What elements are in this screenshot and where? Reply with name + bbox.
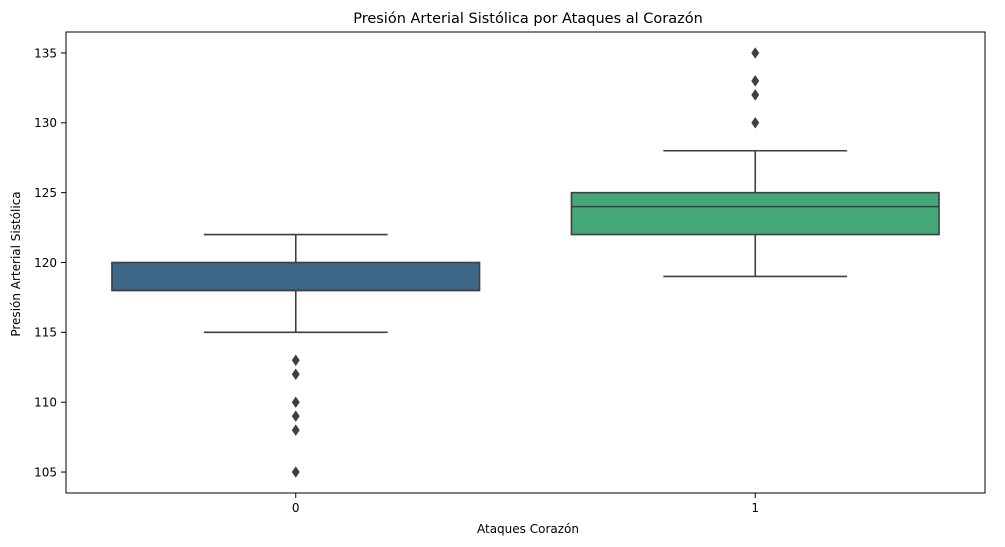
x-tick-label: 1 — [751, 501, 759, 515]
box — [111, 261, 481, 292]
outlier-point — [751, 75, 760, 87]
y-tick-label: 105 — [34, 465, 57, 479]
outlier-point — [751, 89, 760, 101]
outlier-point — [751, 47, 760, 59]
y-axis-label: Presión Arterial Sistólica — [9, 191, 23, 336]
y-tick-label: 115 — [34, 326, 57, 340]
plot-frame — [65, 31, 986, 494]
axis-ticks: 105 110 115 120 125 130 135 0 1 — [34, 46, 759, 515]
y-tick-label: 130 — [34, 116, 57, 130]
x-axis-label: Ataques Corazón — [477, 522, 579, 536]
y-tick-label: 125 — [34, 186, 57, 200]
box — [570, 191, 940, 236]
outlier-point — [291, 424, 300, 436]
y-tick-label: 120 — [34, 256, 57, 270]
outlier-point — [291, 466, 300, 478]
box-group-1 — [570, 47, 940, 278]
box-group-0 — [111, 233, 481, 478]
chart-marks — [111, 47, 940, 478]
outlier-point — [291, 368, 300, 380]
y-tick-label: 110 — [34, 395, 57, 409]
outlier-point — [291, 410, 300, 422]
outlier-point — [291, 396, 300, 408]
chart-title: Presión Arterial Sistólica por Ataques a… — [353, 11, 703, 27]
outlier-point — [751, 117, 760, 129]
y-tick-label: 135 — [34, 46, 57, 60]
x-tick-label: 0 — [292, 501, 300, 515]
outlier-point — [291, 354, 300, 367]
